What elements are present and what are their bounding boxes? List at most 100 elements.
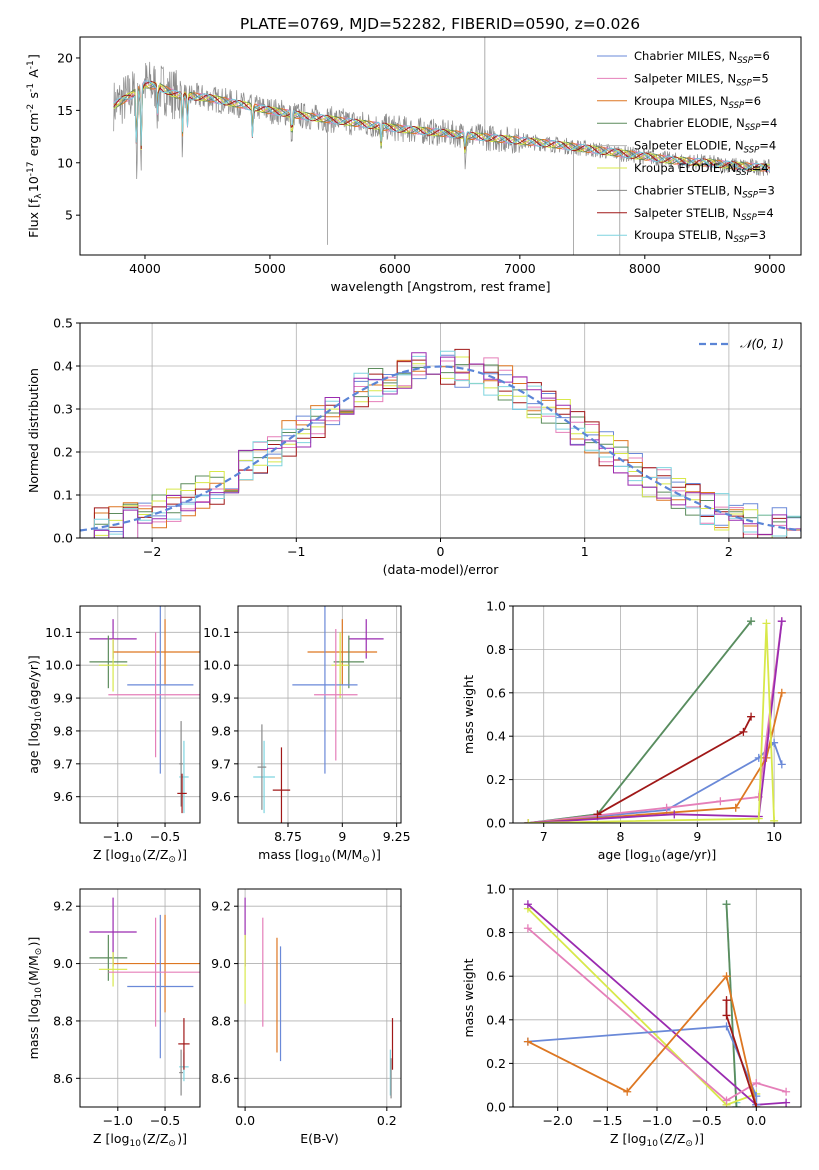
errorbar-point — [108, 917, 200, 1027]
y-tick-label: 8.8 — [211, 1013, 231, 1028]
weight-series-line — [527, 927, 787, 1102]
weight-marker — [523, 900, 532, 909]
y-tick-label: 0.3 — [53, 402, 73, 417]
weight-marker — [722, 972, 731, 981]
x-tick-label: 1 — [581, 544, 589, 559]
model-spectrum-line — [113, 84, 771, 172]
y-tick-label: 9.6 — [53, 789, 73, 804]
normal-curve — [80, 365, 801, 532]
legend-label: Salpeter ELODIE, NSSP=4 — [634, 139, 776, 156]
plot-area — [80, 323, 801, 538]
weight-marker — [722, 1011, 731, 1020]
y-tick-label: 9.9 — [53, 691, 73, 706]
errorbar-point — [179, 1049, 183, 1096]
y-tick-label: 10 — [57, 155, 73, 170]
weight-marker — [731, 803, 740, 812]
weight-marker — [762, 619, 771, 628]
axes-frame — [79, 605, 201, 824]
x-axis-label: Z [log10 (Z/Z⊙ )] — [93, 1131, 187, 1149]
errorbar-point — [179, 721, 183, 807]
errorbar-point — [257, 724, 267, 810]
weight-series-line — [528, 620, 752, 823]
legend-label: Chabrier STELIB, NSSP=3 — [634, 183, 775, 200]
histogram-series — [80, 348, 801, 538]
x-tick-label: 0.0 — [746, 1113, 766, 1128]
x-tick-label: −2 — [143, 544, 161, 559]
x-axis-label: Z [log10 (Z/Z⊙ )] — [93, 847, 187, 865]
y-tick-label: 9.8 — [53, 723, 73, 738]
weight-series-line — [528, 623, 775, 823]
y-tick-label: 8.6 — [53, 1071, 73, 1086]
plot-area — [113, 37, 771, 255]
weight-series-line — [528, 621, 783, 823]
x-axis-label: Z [log10 (Z/Z⊙ )] — [610, 1131, 704, 1149]
y-tick-label: 0.0 — [486, 816, 506, 831]
x-tick-label: −0.5 — [691, 1113, 721, 1128]
errorbar-point — [178, 1018, 190, 1070]
x-tick-label: 7 — [540, 829, 548, 844]
weight-marker — [782, 1087, 791, 1096]
figure-title: PLATE=0769, MJD=52282, FIBERID=0590, z=0… — [240, 15, 640, 33]
weight-series-line — [725, 904, 738, 1107]
weight-marker — [722, 996, 731, 1005]
chart-residuals: 𝒩(0, 1) −2 −1 0 1 2 0.0 0.1 0.2 0.3 0.4 0.5 (data-mo… — [26, 316, 802, 577]
weight-marker — [739, 727, 748, 736]
x-tick-label: 5000 — [254, 261, 286, 276]
x-tick-label: 0.2 — [377, 1113, 397, 1128]
y-tick-label: 0.0 — [486, 1100, 506, 1115]
weight-series-line — [527, 1025, 758, 1105]
y-tick-label: 20 — [57, 50, 73, 65]
y-tick-label: 10.0 — [45, 658, 73, 673]
y-tick-label: 10.0 — [203, 658, 231, 673]
x-axis-label: wavelength [Angstrom, rest frame] — [330, 279, 550, 294]
y-tick-label: 9.9 — [211, 691, 231, 706]
weight-marker — [623, 1087, 632, 1096]
y-tick-label: 0.4 — [53, 359, 73, 374]
x-axis-label: (data-model)/error — [383, 562, 500, 577]
chart-spectrum: Chabrier MILES, NSSP=6 Salpeter MILES, NS… — [26, 36, 802, 294]
errorbar-point — [98, 638, 128, 692]
errorbar-point — [331, 632, 349, 699]
x-tick-label: −1 — [287, 544, 305, 559]
y-tick-label: 0.2 — [486, 772, 506, 787]
weight-marker — [782, 1098, 791, 1107]
weight-marker — [523, 1037, 532, 1046]
y-axis-label: mass [log10 (M/M⊙ )] — [26, 937, 44, 1060]
legend: 𝒩(0, 1) — [699, 337, 784, 351]
errorbar-point — [89, 934, 128, 981]
panels: Chabrier MILES, NSSP=6 Salpeter MILES, NS… — [26, 36, 802, 1149]
y-tick-label: 9.7 — [53, 756, 73, 771]
axes-frame — [512, 605, 802, 824]
y-axis-label: Flux [fλ 10-17 erg cm-2 s-1 A-1 ] — [26, 54, 44, 238]
weight-marker — [754, 814, 763, 823]
weight-marker — [777, 760, 786, 769]
weight-series-line — [528, 621, 783, 823]
weight-marker — [662, 803, 671, 812]
errorbar-point — [333, 635, 365, 689]
y-tick-label: 9.6 — [211, 789, 231, 804]
plot-area — [513, 889, 801, 1107]
plot-area — [238, 889, 401, 1107]
y-tick-label: 9.2 — [211, 899, 231, 914]
x-tick-label: −1.0 — [642, 1113, 672, 1128]
errorbar-point — [348, 619, 384, 659]
y-tick-label: 15 — [57, 103, 73, 118]
legend-label: Kroupa STELIB, NSSP=3 — [634, 228, 766, 245]
weight-marker — [593, 810, 602, 819]
y-tick-label: 0.5 — [53, 316, 73, 331]
errorbar-point — [177, 773, 187, 814]
x-tick-label: −2.0 — [543, 1113, 573, 1128]
y-tick-label: 0.8 — [486, 642, 506, 657]
errorbar-point — [307, 619, 378, 685]
weight-marker — [716, 797, 725, 806]
weight-marker — [524, 819, 533, 823]
weight-marker — [722, 900, 731, 909]
x-tick-label: 9 — [693, 829, 701, 844]
axes-frame — [79, 888, 201, 1108]
chart-Z_mass: −1.0 −0.5 8.6 8.8 9.0 9.2 Z [log10 (Z/Z⊙ )] mas… — [26, 888, 201, 1149]
axes-frame — [79, 36, 802, 256]
y-tick-label: 8.8 — [53, 1013, 73, 1028]
errorbar-point — [292, 606, 358, 774]
y-axis-label: age [log10 (age/yr)] — [26, 655, 44, 774]
y-tick-label: 0.2 — [486, 1056, 506, 1071]
